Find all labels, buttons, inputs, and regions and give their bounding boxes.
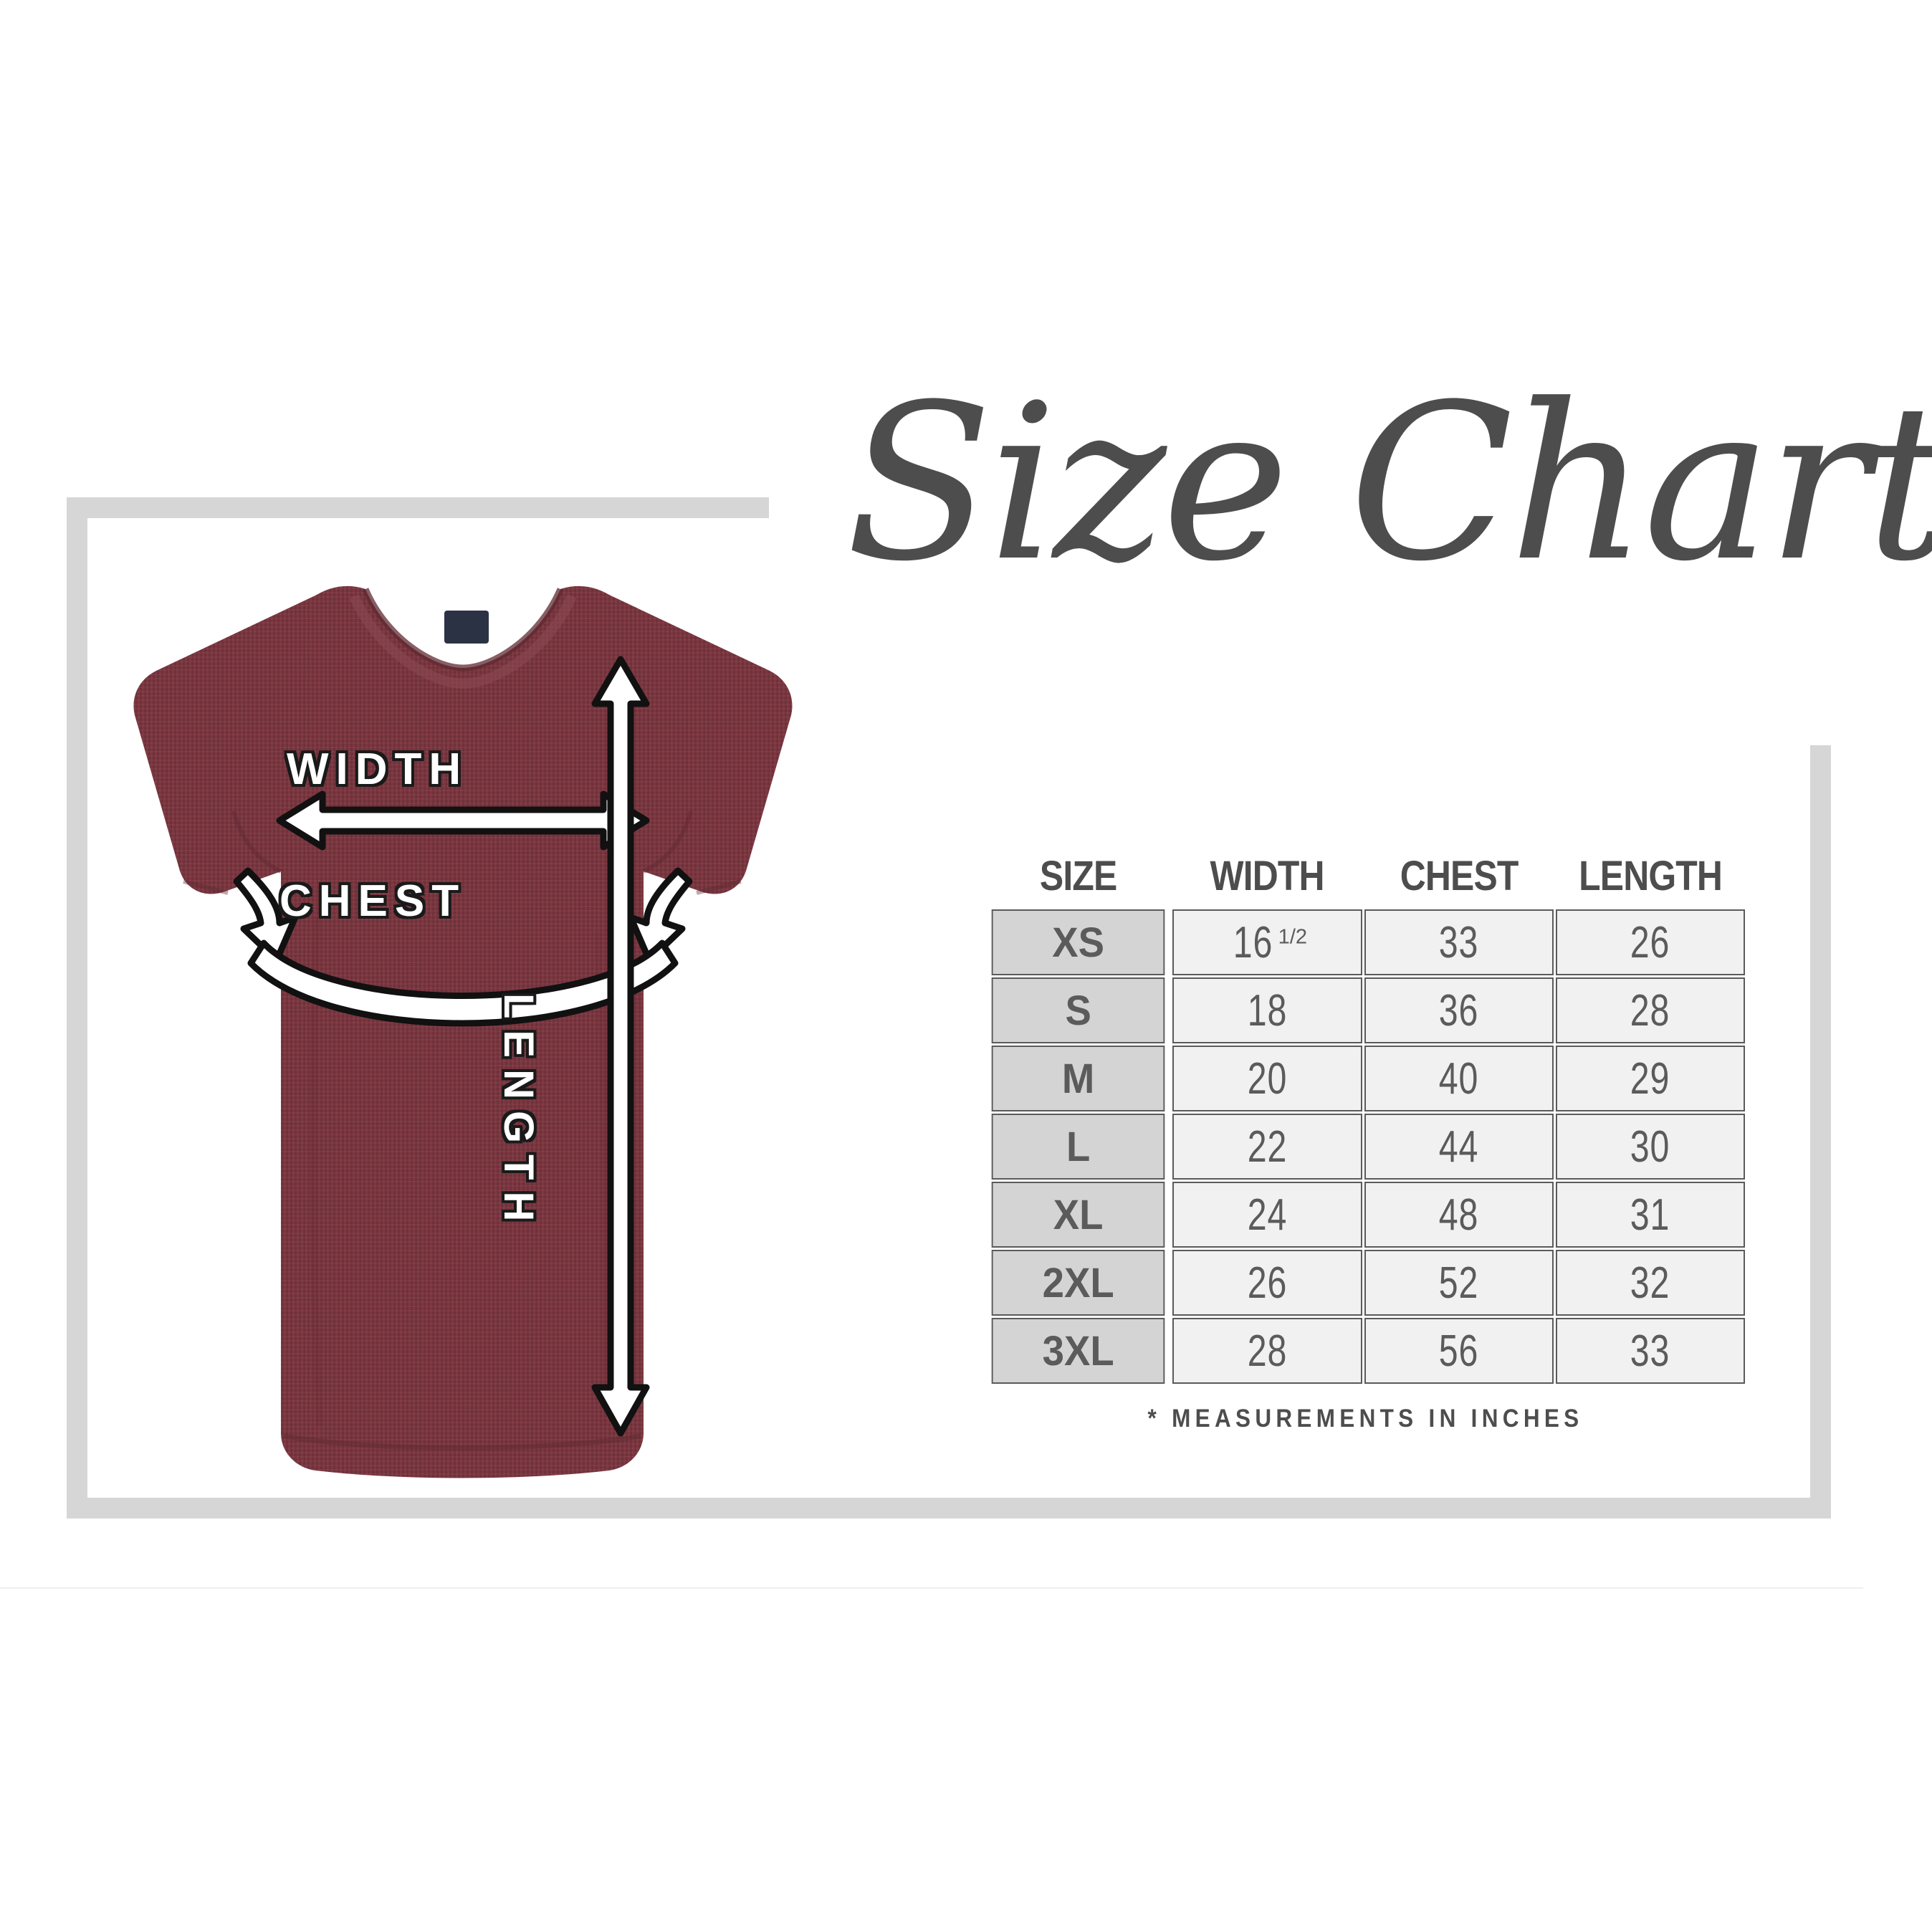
cell-width: 20 [1172,1046,1362,1111]
cell-chest-value: 36 [1438,985,1479,1036]
cell-width: 24 [1172,1182,1362,1248]
cell-length-value: 28 [1630,985,1670,1036]
tshirt-illustration: WIDTH CHEST LENGTH [64,545,896,1512]
chest-label: CHEST [279,876,467,926]
length-label: LENGTH [495,993,542,1233]
cell-size: L [991,1114,1165,1180]
size-table: SIZE WIDTH CHEST LENGTH XS 16 1/2 33 26 S 18 36… [984,850,1747,1386]
table-row: S 18 36 28 [986,977,1745,1043]
cell-width: 16 1/2 [1172,909,1362,975]
cell-size: M [991,1046,1165,1111]
cell-length-value: 31 [1630,1190,1670,1240]
cell-chest: 33 [1364,909,1554,975]
cell-chest-value: 44 [1438,1122,1479,1172]
header-size: SIZE [999,852,1158,907]
frame-right-bar [1810,745,1831,1519]
cell-chest: 44 [1364,1114,1554,1180]
header-chest: CHEST [1377,852,1541,907]
header-width: WIDTH [1185,852,1349,907]
cell-chest: 36 [1364,977,1554,1043]
frame-left-bar [67,497,87,1519]
cell-chest: 52 [1364,1250,1554,1316]
width-label: WIDTH [287,745,469,794]
cell-width: 22 [1172,1114,1362,1180]
tshirt-body [133,585,793,1478]
table-row: L 22 44 30 [986,1114,1745,1180]
cell-length: 31 [1555,1182,1745,1248]
neck-label-tag [444,611,489,644]
cell-width: 28 [1172,1318,1362,1384]
cell-size: S [991,977,1165,1043]
width-arrow-icon [276,790,650,851]
table-row: 3XL 28 56 33 [986,1318,1745,1384]
table-row: M 20 40 29 [986,1046,1745,1111]
cell-width-value: 18 [1247,985,1288,1036]
cell-chest: 48 [1364,1182,1554,1248]
cell-chest-value: 48 [1438,1190,1479,1240]
cell-width-value: 22 [1247,1122,1288,1172]
cell-chest: 40 [1364,1046,1554,1111]
cell-length-value: 30 [1630,1122,1670,1172]
table-row: XL 24 48 31 [986,1182,1745,1248]
cell-chest-value: 33 [1438,917,1479,967]
cell-width-fraction: 1/2 [1278,924,1308,948]
cell-length: 26 [1555,909,1745,975]
cell-chest-value: 40 [1438,1053,1479,1104]
frame-bottom-bar [67,1498,1831,1519]
cell-width-value: 26 [1247,1258,1288,1308]
cell-length: 33 [1555,1318,1745,1384]
page-title: Size Chart [846,358,1932,608]
cell-length: 30 [1555,1114,1745,1180]
cell-length: 32 [1555,1250,1745,1316]
header-length: LENGTH [1569,852,1732,907]
cell-length-value: 26 [1630,917,1670,967]
cell-size: 3XL [991,1318,1165,1384]
cell-width-value: 16 [1233,917,1273,967]
table-header-row: SIZE WIDTH CHEST LENGTH [986,852,1745,907]
cell-width-value: 24 [1247,1190,1288,1240]
cell-width-value: 28 [1247,1326,1288,1376]
cell-size: XL [991,1182,1165,1248]
cell-length: 28 [1555,977,1745,1043]
footnote: * MEASUREMENTS IN INCHES [1147,1405,1584,1433]
cell-width: 26 [1172,1250,1362,1316]
frame-top-bar [67,497,769,518]
table-row: 2XL 26 52 32 [986,1250,1745,1316]
cell-chest-value: 52 [1438,1258,1479,1308]
cell-chest-value: 56 [1438,1326,1479,1376]
cell-width-value: 20 [1247,1053,1288,1104]
bottom-divider [0,1587,1863,1589]
table-row: XS 16 1/2 33 26 [986,909,1745,975]
length-arrow-icon [591,656,650,1437]
cell-length-value: 32 [1630,1258,1670,1308]
cell-length-value: 29 [1630,1053,1670,1104]
cell-chest: 56 [1364,1318,1554,1384]
size-table-block: SIZE WIDTH CHEST LENGTH XS 16 1/2 33 26 S 18 36… [984,850,1747,1433]
cell-size: 2XL [991,1250,1165,1316]
cell-length-value: 33 [1630,1326,1670,1376]
cell-length: 29 [1555,1046,1745,1111]
cell-size: XS [991,909,1165,975]
cell-width: 18 [1172,977,1362,1043]
chest-arrow-icon [233,867,693,1027]
